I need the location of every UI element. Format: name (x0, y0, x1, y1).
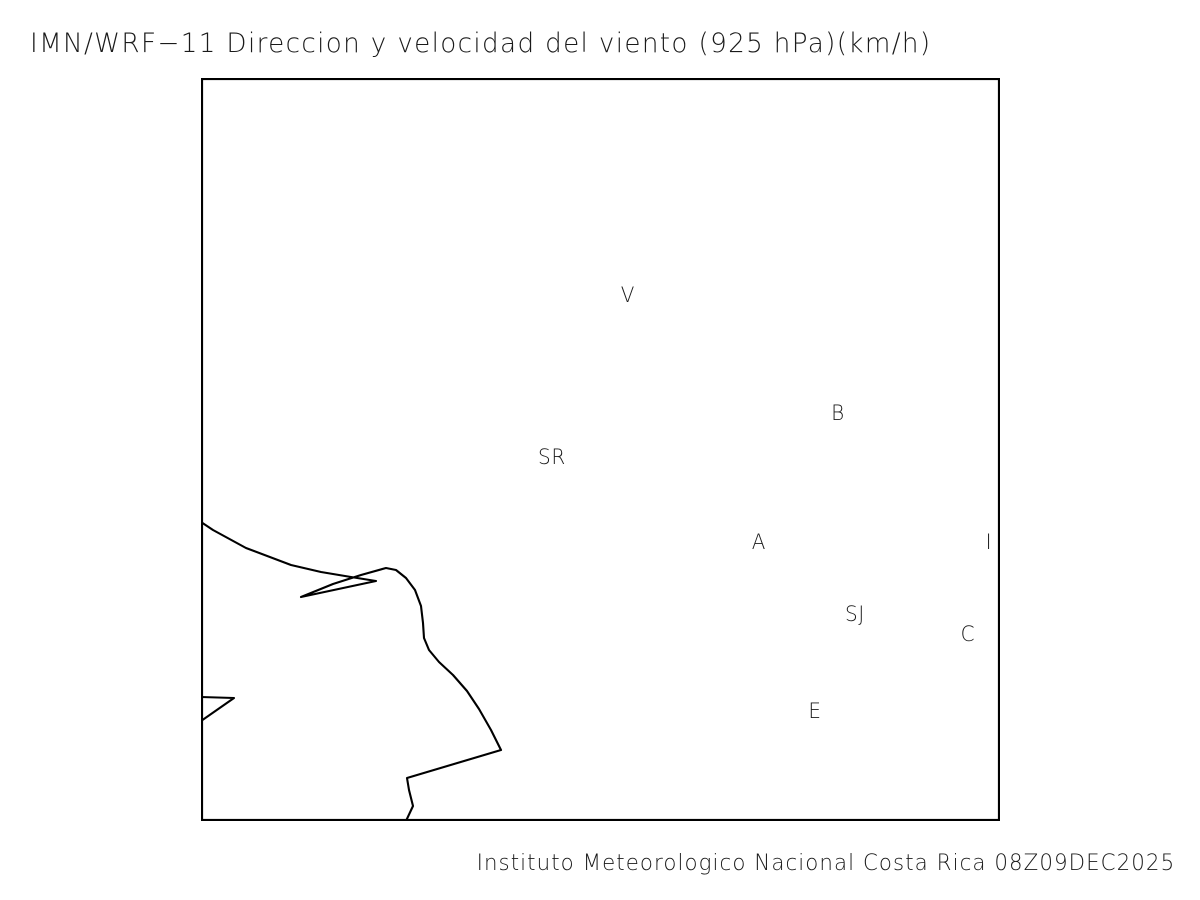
station-label-a[interactable]: A (751, 530, 767, 554)
station-label-sj[interactable]: SJ (844, 602, 866, 626)
map-canvas (201, 78, 1000, 821)
footer-credit: Instituto Meteorologico Nacional Costa R… (476, 851, 1175, 876)
station-label-i[interactable]: I (985, 530, 993, 554)
station-label-e[interactable]: E (808, 699, 822, 723)
station-label-c[interactable]: C (960, 622, 976, 646)
station-label-b[interactable]: B (831, 401, 845, 425)
coastline-peninsula-tip (201, 695, 236, 723)
station-label-v[interactable]: V (620, 283, 636, 307)
page-title: IMN/WRF−11 Direccion y velocidad del vie… (30, 28, 932, 59)
map-plot-area[interactable]: V B SR A I SJ C E (201, 78, 1000, 821)
coastline-pacific-main (201, 520, 503, 821)
station-label-sr[interactable]: SR (537, 445, 567, 469)
map-background (201, 78, 1000, 821)
map-frame-border (201, 78, 1000, 821)
